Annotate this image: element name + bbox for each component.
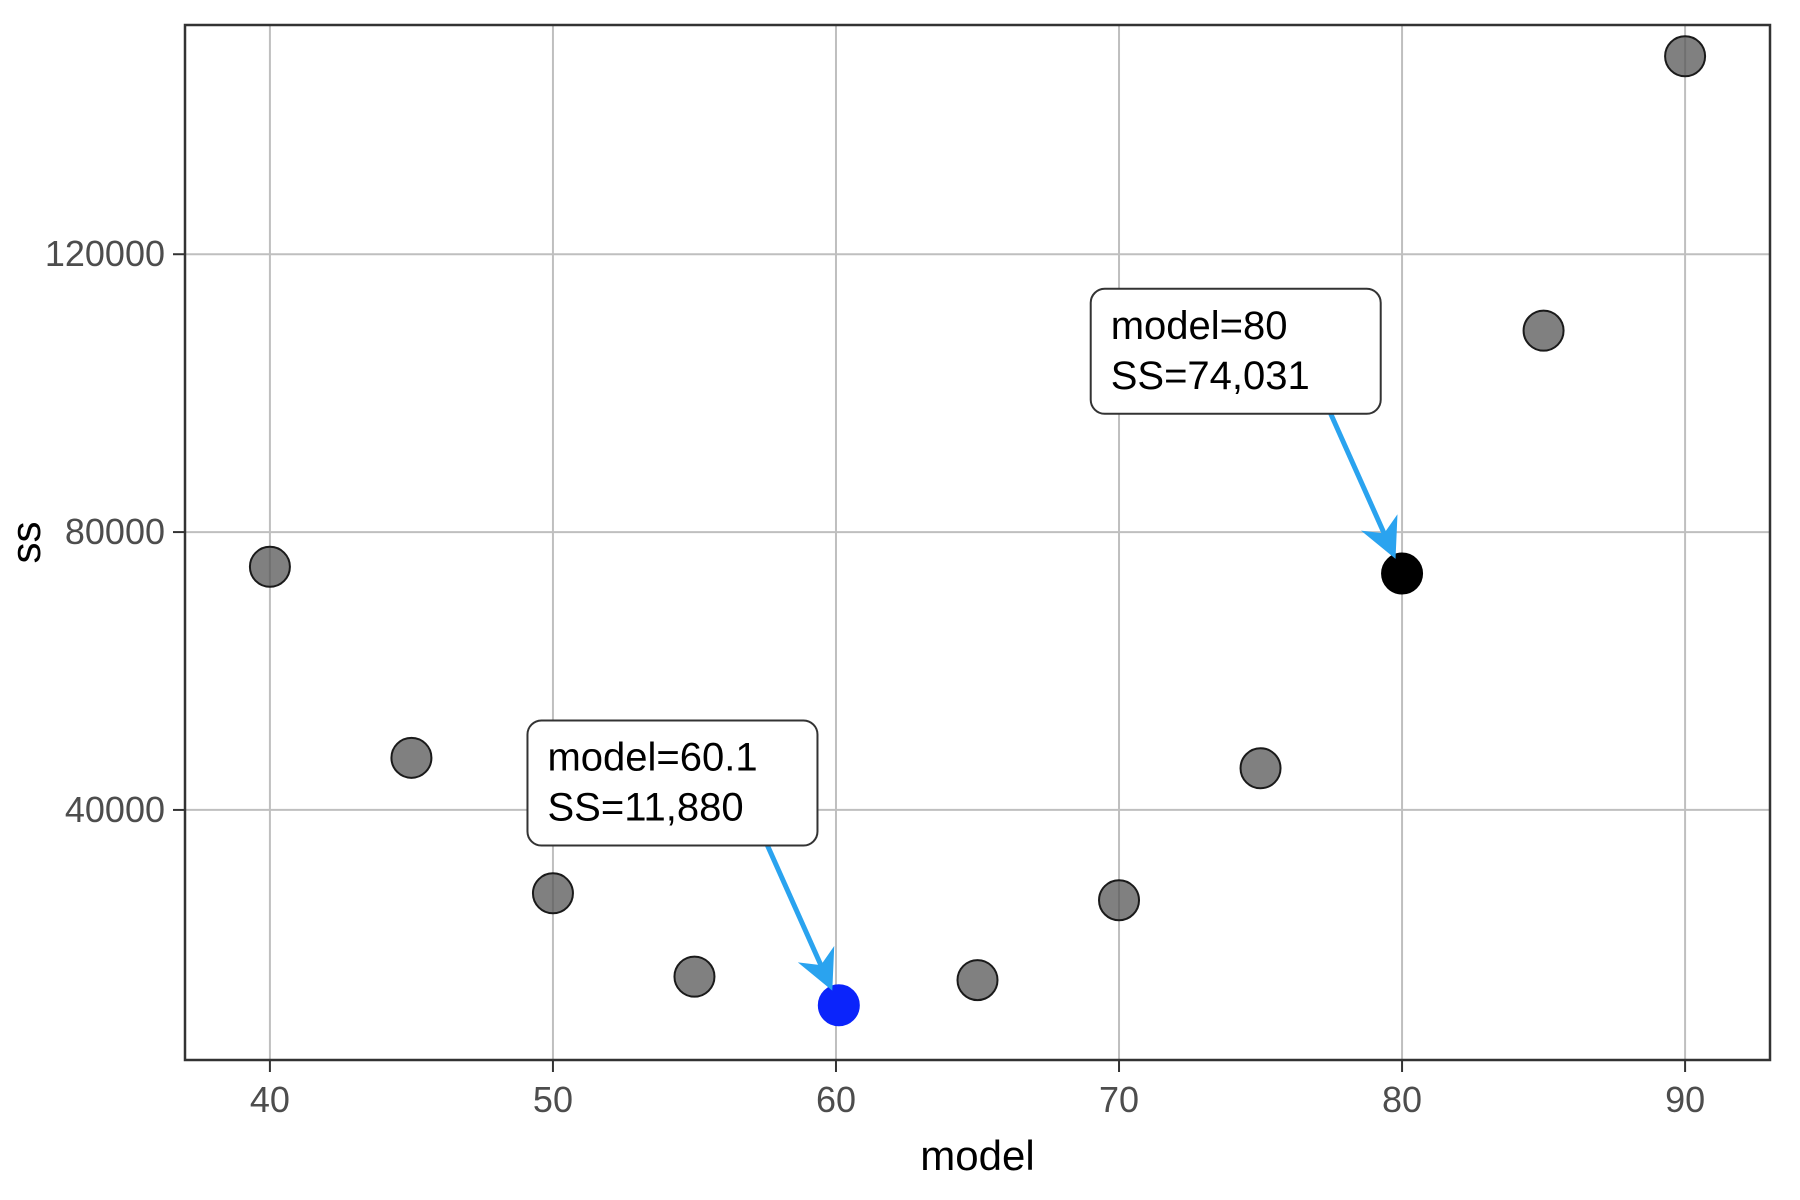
- data-point: [1382, 554, 1422, 594]
- data-point: [819, 985, 859, 1025]
- y-axis-label: ss: [2, 522, 49, 564]
- data-point: [391, 738, 431, 778]
- y-tick-label: 40000: [65, 789, 165, 830]
- x-tick-label: 70: [1099, 1079, 1139, 1120]
- tooltip-line2: SS=74,031: [1111, 354, 1310, 398]
- x-tick-label: 90: [1665, 1079, 1705, 1120]
- x-tick-label: 40: [250, 1079, 290, 1120]
- tooltip: model=60.1 SS=11,880: [527, 720, 817, 845]
- y-tick-label: 80000: [65, 511, 165, 552]
- tooltip-line1: model=80: [1111, 304, 1288, 348]
- data-point: [1665, 36, 1705, 76]
- x-tick-label: 80: [1382, 1079, 1422, 1120]
- tooltip-line2: SS=11,880: [547, 785, 743, 829]
- tooltip-line1: model=60.1: [547, 735, 757, 779]
- x-axis-label: model: [920, 1132, 1034, 1179]
- chart-svg: 40 50 60 70 80 90 40000 80000 120000 model ss model…: [0, 0, 1800, 1200]
- data-point: [958, 960, 998, 1000]
- x-tick-label: 50: [533, 1079, 573, 1120]
- plot-background: [185, 25, 1770, 1060]
- data-point: [1099, 880, 1139, 920]
- tooltip: model=80 SS=74,031: [1091, 289, 1381, 414]
- data-point: [533, 873, 573, 913]
- data-point: [1524, 311, 1564, 351]
- scatter-chart: 40 50 60 70 80 90 40000 80000 120000 model ss model…: [0, 0, 1800, 1200]
- x-tick-label: 60: [816, 1079, 856, 1120]
- data-point: [674, 957, 714, 997]
- data-point: [250, 547, 290, 587]
- y-tick-label: 120000: [45, 233, 165, 274]
- data-point: [1241, 748, 1281, 788]
